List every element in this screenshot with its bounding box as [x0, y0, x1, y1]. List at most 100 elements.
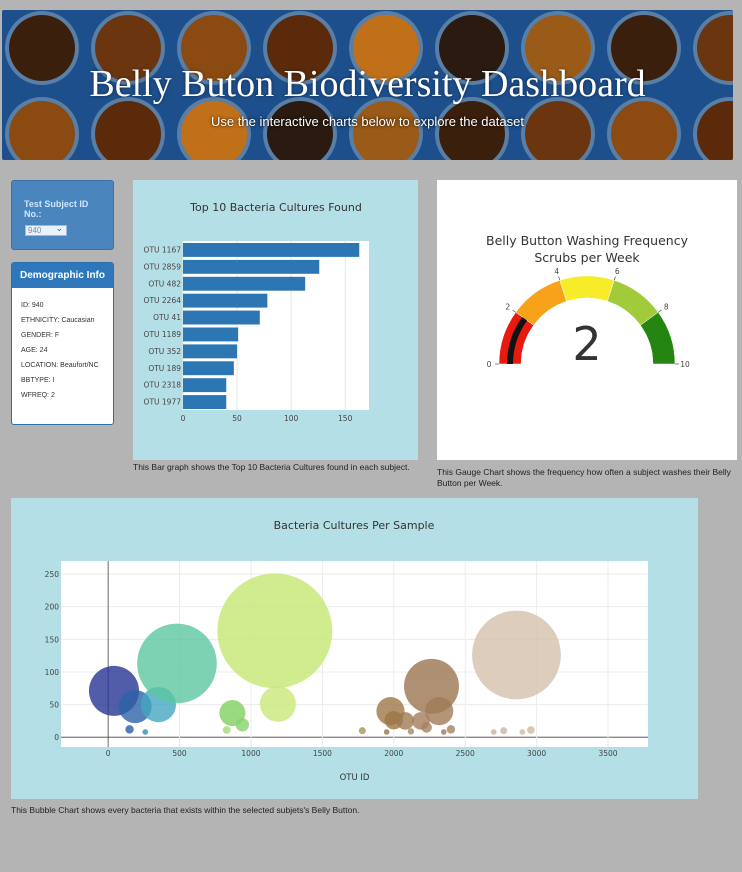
demo-age: AGE: 24: [21, 347, 48, 354]
petri-dish: [697, 101, 733, 160]
bar: [183, 293, 268, 308]
bubble: [137, 623, 217, 704]
bubble: [259, 685, 296, 722]
gauge-tick-label: 6: [615, 267, 620, 276]
demo-id: ID: 940: [21, 302, 44, 309]
gauge-tick: [512, 309, 517, 313]
bar: [183, 259, 320, 274]
bar-y-tick: OTU 1167: [144, 245, 182, 254]
bar-x-tick: 100: [284, 414, 299, 423]
bar-y-tick: OTU 41: [153, 313, 181, 322]
bar-chart-title: Top 10 Bacteria Cultures Found: [189, 201, 362, 214]
subject-select-panel: Test Subject ID No.: 940 ⌄: [11, 180, 114, 250]
subject-id-label: Test Subject ID No.:: [24, 199, 89, 219]
bubble-x-tick: 3500: [598, 749, 617, 758]
bar: [183, 361, 234, 376]
bubble: [440, 729, 447, 735]
bubble-x-tick: 2500: [456, 749, 475, 758]
petri-dish: [181, 101, 247, 160]
bubble-x-tick: 0: [106, 749, 111, 758]
bubble: [235, 718, 250, 732]
gauge-chart-container[interactable]: Belly Button Washing Frequency Scrubs per…: [437, 180, 737, 460]
bubble-y-tick: 250: [45, 570, 60, 579]
bubble-chart-caption: This Bubble Chart shows every bacteria t…: [11, 805, 360, 815]
bar-y-tick: OTU 1977: [144, 398, 182, 407]
chevron-down-icon: ⌄: [55, 223, 63, 233]
dashboard-subtitle: Use the interactive charts below to expl…: [211, 114, 524, 129]
bubble-chart-container[interactable]: Bacteria Cultures Per Sample 0 50 100 150 200…: [11, 498, 698, 799]
bar-x-tick: 150: [338, 414, 353, 423]
bubble: [222, 726, 231, 734]
gauge-tick: [613, 276, 616, 281]
petri-dish: [9, 101, 75, 160]
bubble-chart-title: Bacteria Cultures Per Sample: [274, 519, 435, 532]
gauge-chart[interactable]: Belly Button Washing Frequency Scrubs per…: [437, 180, 737, 460]
gauge-tick-label: 10: [680, 360, 690, 369]
subject-id-value: 940: [28, 226, 42, 235]
bubble: [425, 697, 454, 726]
bubble: [396, 712, 415, 730]
bubble-x-axis-label: OTU ID: [340, 773, 370, 783]
bubble: [446, 725, 456, 734]
bar-y-tick: OTU 2264: [144, 296, 182, 305]
subject-id-dropdown[interactable]: 940 ⌄: [25, 223, 67, 236]
gauge-subtitle: Scrubs per Week: [534, 250, 640, 265]
bubble: [383, 729, 390, 735]
dashboard-title: Belly Buton Biodiversity Dashboard: [89, 63, 646, 105]
jumbotron-banner: Belly Buton Biodiversity Dashboard Use t…: [2, 10, 733, 160]
bar-x-tick: 0: [181, 414, 186, 423]
bubble: [407, 728, 415, 735]
bubble: [490, 729, 497, 735]
bubble-x-tick: 3000: [527, 749, 546, 758]
gauge-chart-caption: This Gauge Chart shows the frequency how…: [437, 467, 731, 488]
demo-location: LOCATION: Beaufort/NC: [21, 362, 99, 369]
petri-dish: [525, 101, 591, 160]
petri-dish: [439, 15, 505, 81]
gauge-title: Belly Button Washing Frequency: [486, 233, 689, 248]
bar-y-tick: OTU 2859: [144, 262, 182, 271]
bubble: [519, 729, 526, 735]
bubble-x-tick: 2000: [384, 749, 403, 758]
bar-chart[interactable]: Top 10 Bacteria Cultures Found 0 50 100 150 O…: [133, 180, 418, 460]
petri-dish: [267, 15, 333, 81]
demo-ethnicity: ETHNICITY: Caucasian: [21, 317, 95, 324]
gauge-tick-label: 8: [664, 302, 669, 311]
bubble-x-tick: 500: [172, 749, 187, 758]
demo-bbtype: BBTYPE: I: [21, 377, 55, 384]
bar: [183, 344, 238, 359]
bar-y-tick: OTU 2318: [144, 381, 182, 390]
gauge-tick: [657, 309, 662, 313]
petri-dish: [611, 101, 677, 160]
gauge-tick: [558, 276, 561, 281]
bar-y-tick: OTU 482: [148, 279, 181, 288]
bubble: [125, 725, 134, 734]
bubble: [142, 729, 149, 735]
bar: [183, 395, 227, 409]
petri-dish: [95, 101, 161, 160]
bar-chart-container[interactable]: Top 10 Bacteria Cultures Found 0 50 100 150 O…: [133, 180, 418, 460]
gauge-band: [640, 311, 676, 365]
gauge-tick-label: 4: [554, 267, 559, 276]
bar-chart-caption: This Bar graph shows the Top 10 Bacteria…: [133, 462, 410, 472]
petri-dish: [697, 15, 733, 81]
bubble: [421, 722, 432, 733]
demographic-info-list: ID: 940 ETHNICITY: Caucasian GENDER: F A…: [12, 288, 113, 400]
bar: [183, 310, 260, 325]
bubble: [500, 727, 508, 735]
petri-dish: [353, 15, 419, 81]
demographic-info-header: Demographic Info: [12, 263, 113, 288]
bubble: [217, 573, 333, 689]
gauge-tick-label: 2: [505, 302, 510, 311]
bar: [183, 378, 227, 393]
bar-y-tick: OTU 352: [148, 347, 181, 356]
demo-wfreq: WFREQ: 2: [21, 392, 55, 399]
petri-dish: [611, 15, 677, 81]
gauge-tick-label: 0: [487, 360, 492, 369]
bubble-y-tick: 50: [49, 701, 59, 710]
bar-y-tick: OTU 189: [148, 364, 181, 373]
bubble-x-tick: 1000: [241, 749, 260, 758]
bubble-chart[interactable]: Bacteria Cultures Per Sample 0 50 100 150 200…: [11, 498, 698, 799]
petri-dish: [267, 101, 333, 160]
bar-y-tick: OTU 1189: [144, 330, 182, 339]
bubble: [527, 726, 535, 734]
